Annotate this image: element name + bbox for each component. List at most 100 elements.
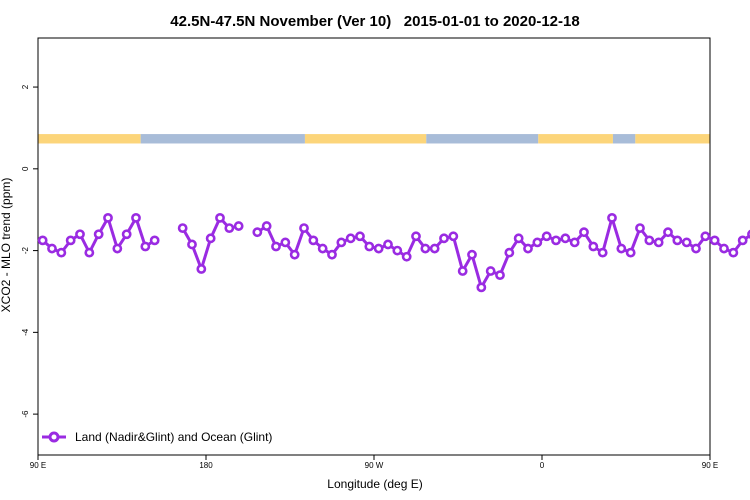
data-point xyxy=(215,212,225,223)
data-point xyxy=(112,243,123,254)
data-point xyxy=(121,229,132,240)
data-point xyxy=(383,239,393,250)
data-point xyxy=(569,237,580,248)
data-point xyxy=(700,231,711,242)
data-point xyxy=(233,221,244,231)
data-point xyxy=(439,233,449,244)
legend-label: Land (Nadir&Glint) and Ocean (Glint) xyxy=(75,430,272,444)
x-tick-label: 90 E xyxy=(30,461,46,470)
band-segment-land xyxy=(38,134,141,144)
data-point xyxy=(140,241,151,252)
data-point xyxy=(345,233,356,244)
data-point xyxy=(457,266,468,276)
series-group xyxy=(37,212,750,293)
data-point xyxy=(75,229,85,240)
data-point xyxy=(47,243,57,254)
data-point xyxy=(289,249,300,260)
data-point xyxy=(653,237,664,248)
data-point xyxy=(579,227,589,238)
data-point xyxy=(607,212,617,223)
data-point xyxy=(65,235,76,246)
data-point xyxy=(625,247,636,258)
data-point xyxy=(261,221,272,231)
band-segment-land xyxy=(635,134,710,144)
data-point xyxy=(392,245,403,256)
data-point xyxy=(420,243,431,254)
data-point xyxy=(37,235,48,246)
y-tick-label: 0 xyxy=(21,166,30,171)
data-point xyxy=(373,243,384,254)
data-point xyxy=(644,235,655,246)
data-point xyxy=(252,227,263,238)
data-point xyxy=(299,223,309,234)
data-point xyxy=(709,235,720,246)
data-point xyxy=(271,241,281,252)
data-point xyxy=(177,223,188,234)
legend-marker xyxy=(48,431,60,443)
data-point xyxy=(532,237,543,248)
data-point xyxy=(205,233,216,244)
data-point xyxy=(737,235,748,246)
data-point xyxy=(691,243,701,254)
data-point xyxy=(728,247,739,258)
x-tick-label: 90 W xyxy=(365,461,384,470)
data-point xyxy=(560,233,571,244)
x-tick-label: 0 xyxy=(540,461,545,470)
data-point xyxy=(672,235,683,246)
data-point xyxy=(84,247,95,258)
data-point xyxy=(56,247,67,258)
data-point xyxy=(411,231,421,242)
band-segment-ocean xyxy=(140,134,305,144)
data-point xyxy=(448,231,459,242)
data-point xyxy=(187,239,197,250)
data-point xyxy=(513,233,524,244)
y-axis-label: XCO2 - MLO trend (ppm) xyxy=(0,178,13,313)
data-point xyxy=(504,247,515,258)
data-point xyxy=(476,282,487,293)
data-point xyxy=(635,223,645,234)
data-point xyxy=(719,243,729,254)
data-point xyxy=(196,264,207,274)
data-point xyxy=(308,235,319,246)
data-point xyxy=(616,243,627,254)
band-segment-ocean xyxy=(426,134,539,144)
data-point xyxy=(131,212,141,223)
data-point xyxy=(467,249,477,260)
y-tick-label: -2 xyxy=(21,246,30,254)
data-point xyxy=(224,223,235,234)
legend: Land (Nadir&Glint) and Ocean (Glint) xyxy=(42,430,272,444)
data-point xyxy=(355,231,365,242)
band-segment-land xyxy=(538,134,613,144)
data-point xyxy=(317,243,328,254)
data-point xyxy=(401,251,412,262)
x-axis-label: Longitude (deg E) xyxy=(327,477,422,491)
data-point xyxy=(336,237,347,248)
y-axis: 2 0 -2 -4 -6 xyxy=(21,84,38,418)
data-point xyxy=(597,247,608,258)
data-point xyxy=(149,235,160,246)
band-segment-land xyxy=(304,134,427,144)
data-point xyxy=(588,241,599,252)
chart-title: 42.5N-47.5N November (Ver 10) 2015-01-01… xyxy=(170,13,579,30)
band-segment-ocean xyxy=(612,134,636,144)
y-tick-label: -4 xyxy=(21,328,30,336)
x-axis: 90 E 180 90 W 0 90 E xyxy=(30,455,718,470)
data-point xyxy=(523,243,533,254)
data-point xyxy=(93,229,104,240)
y-tick-label: -6 xyxy=(21,410,30,418)
data-point xyxy=(429,243,440,254)
data-point xyxy=(551,235,561,246)
data-point xyxy=(495,270,505,281)
x-tick-label: 180 xyxy=(199,461,213,470)
land-ocean-band xyxy=(38,134,710,144)
data-point xyxy=(541,231,552,242)
data-point xyxy=(280,237,291,248)
data-point xyxy=(485,266,496,276)
data-point xyxy=(103,212,113,223)
data-point xyxy=(663,227,673,238)
x-tick-label: 90 E xyxy=(702,461,718,470)
data-point xyxy=(681,237,692,248)
y-tick-label: 2 xyxy=(21,84,30,89)
data-point xyxy=(327,249,337,260)
